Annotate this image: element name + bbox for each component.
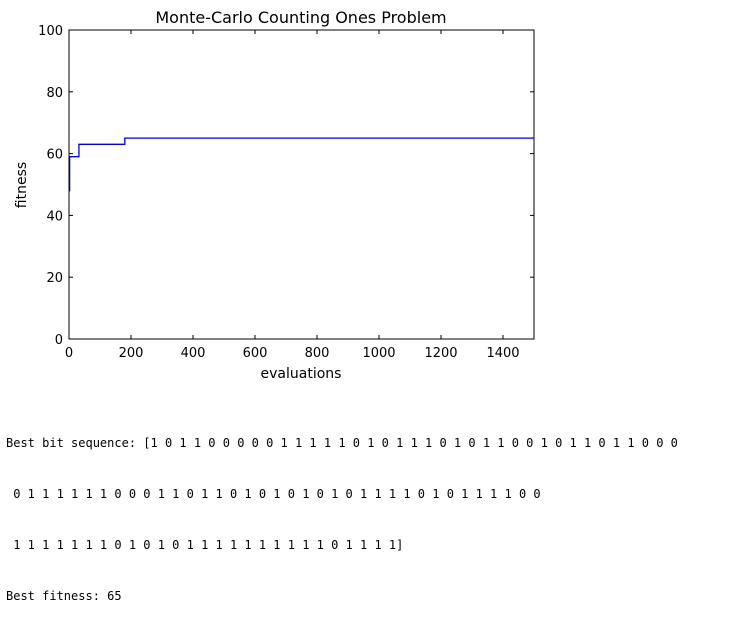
x-tick-label: 1200: [424, 346, 457, 361]
x-tick-label: 0: [65, 346, 73, 361]
y-axis-ticks: 0 20 40 60 80 100: [38, 24, 534, 348]
y-tick-label: 40: [46, 209, 63, 224]
y-tick-label: 100: [38, 24, 63, 39]
best-sequence-line: 0 1 1 1 1 1 1 0 0 0 1 1 0 1 1 0 1 0 1 0 …: [6, 487, 541, 501]
x-tick-label: 600: [243, 346, 268, 361]
y-tick-label: 20: [46, 271, 63, 286]
best-sequence-line: Best bit sequence: [1 0 1 1 0 0 0 0 0 1 …: [6, 436, 678, 450]
x-tick-label: 200: [119, 346, 144, 361]
chart-title: Monte-Carlo Counting Ones Problem: [155, 8, 446, 27]
fitness-line: [68, 137, 534, 192]
x-tick-label: 800: [305, 346, 330, 361]
y-tick-label: 0: [55, 333, 63, 348]
x-tick-label: 1000: [362, 346, 395, 361]
y-tick-label: 80: [46, 86, 63, 101]
y-axis-label: fitness: [14, 162, 30, 208]
plot-area-frame: [68, 29, 535, 340]
x-axis-ticks: 0 200 400 600 800 1000 1200 1400: [65, 30, 520, 361]
x-axis-label: evaluations: [261, 366, 342, 382]
fitness-chart: Monte-Carlo Counting Ones Problem evalua…: [14, 8, 535, 382]
y-tick-label: 60: [46, 148, 63, 163]
x-tick-label: 1400: [486, 346, 519, 361]
series-layer: [68, 137, 534, 192]
x-tick-label: 400: [181, 346, 206, 361]
best-fitness-line: Best fitness: 65: [6, 589, 122, 603]
console-output: Best bit sequence: [1 0 1 1 0 0 0 0 0 1 …: [6, 401, 730, 622]
best-sequence-line: 1 1 1 1 1 1 1 0 1 0 1 0 1 1 1 1 1 1 1 1 …: [6, 538, 404, 552]
